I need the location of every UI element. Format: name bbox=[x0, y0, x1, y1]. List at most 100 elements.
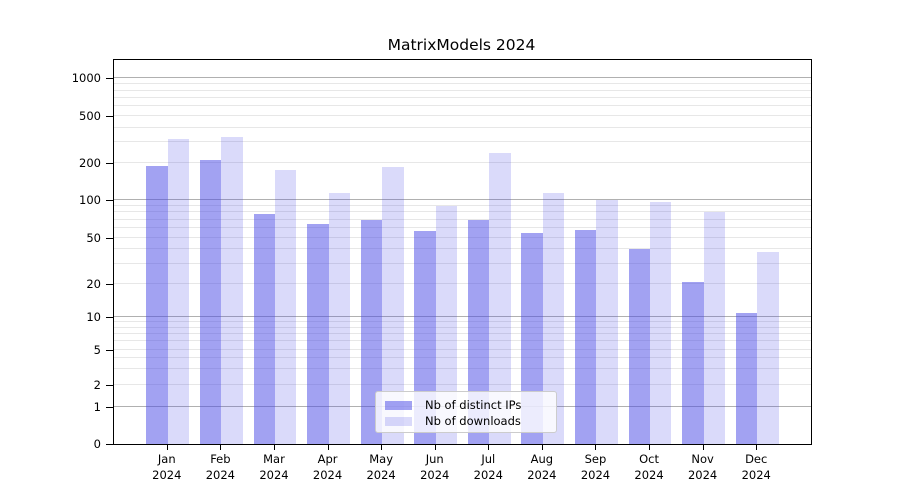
x-tick-year: 2024 bbox=[420, 467, 450, 482]
gridline-minor bbox=[114, 89, 811, 91]
y-tick-mark bbox=[106, 349, 113, 351]
y-tick-mark bbox=[106, 444, 113, 445]
y-tick-mark bbox=[106, 237, 113, 239]
x-tick-year: 2024 bbox=[366, 467, 396, 482]
gridline-minor bbox=[114, 348, 811, 350]
bar-downloads-oct bbox=[650, 201, 672, 444]
y-tick-mark bbox=[106, 406, 113, 408]
legend: Nb of distinct IPs Nb of downloads bbox=[375, 391, 557, 433]
y-tick-mark bbox=[106, 78, 113, 80]
y-tick-label: 500 bbox=[79, 109, 101, 124]
x-tick-month: Feb bbox=[210, 452, 231, 466]
x-tick-label: Sep 2024 bbox=[555, 452, 635, 483]
gridline-minor bbox=[114, 383, 811, 385]
gridline-minor bbox=[114, 204, 811, 206]
x-tick-year: 2024 bbox=[259, 467, 289, 482]
x-tick-mark bbox=[273, 445, 275, 450]
bar-distinct-ips-jan bbox=[146, 166, 168, 444]
bar-downloads-sep bbox=[596, 200, 618, 444]
legend-swatch-distinct-ips bbox=[385, 400, 412, 410]
bar-downloads-nov bbox=[703, 212, 726, 444]
x-tick-label: Jun 2024 bbox=[395, 452, 475, 483]
bar-downloads-apr bbox=[328, 192, 350, 444]
x-tick-month: Dec bbox=[745, 452, 768, 466]
x-tick-year: 2024 bbox=[634, 467, 664, 482]
y-tick-label: 20 bbox=[86, 277, 101, 292]
x-tick-month: Jul bbox=[481, 452, 496, 466]
gridline-minor bbox=[114, 262, 811, 264]
gridline-minor bbox=[114, 105, 811, 107]
x-tick-label: May 2024 bbox=[341, 452, 421, 483]
x-tick-mark bbox=[166, 445, 168, 450]
plot-area bbox=[113, 59, 812, 445]
legend-item-distinct-ips: Nb of distinct IPs bbox=[385, 397, 547, 413]
chart-title: MatrixModels 2024 bbox=[387, 36, 536, 54]
bar-distinct-ips-sep bbox=[575, 229, 597, 444]
gridline-minor bbox=[114, 83, 811, 85]
gridline-minor bbox=[114, 283, 811, 285]
x-tick-month: Aug bbox=[530, 452, 554, 466]
gridline-major bbox=[114, 199, 811, 201]
x-tick-month: Oct bbox=[639, 452, 659, 466]
y-tick-mark bbox=[106, 200, 113, 202]
x-tick-label: Apr 2024 bbox=[288, 452, 368, 483]
x-tick-label: Dec 2024 bbox=[716, 452, 796, 483]
gridline-minor bbox=[114, 368, 811, 370]
bar-downloads-dec bbox=[757, 251, 779, 444]
gridline-minor bbox=[114, 141, 811, 143]
y-tick-label: 0 bbox=[93, 437, 101, 451]
x-tick-mark bbox=[220, 445, 222, 450]
bar-distinct-ips-dec bbox=[735, 312, 758, 444]
gridline-major bbox=[114, 316, 811, 318]
bar-downloads-jan bbox=[167, 139, 190, 444]
gridline-minor bbox=[114, 162, 811, 164]
x-tick-month: Jun bbox=[425, 452, 444, 466]
y-tick-mark bbox=[106, 163, 113, 165]
bar-distinct-ips-mar bbox=[253, 213, 275, 444]
x-tick-mark bbox=[649, 445, 651, 450]
x-tick-year: 2024 bbox=[152, 467, 182, 482]
bar-distinct-ips-may bbox=[360, 219, 383, 444]
gridline-minor bbox=[114, 357, 811, 359]
gridline-minor bbox=[114, 333, 811, 335]
x-tick-month: Mar bbox=[263, 452, 285, 466]
y-tick-mark bbox=[106, 384, 113, 386]
gridline-minor bbox=[114, 226, 811, 228]
x-tick-year: 2024 bbox=[527, 467, 557, 482]
x-tick-label: Feb 2024 bbox=[180, 452, 260, 483]
bar-distinct-ips-apr bbox=[307, 223, 329, 444]
x-tick-month: May bbox=[369, 452, 394, 466]
legend-label-distinct-ips: Nb of distinct IPs bbox=[425, 398, 522, 412]
legend-swatch-downloads bbox=[385, 416, 412, 426]
x-tick-label: Mar 2024 bbox=[234, 452, 314, 483]
x-tick-mark bbox=[434, 445, 436, 450]
bar-downloads-may bbox=[382, 167, 404, 444]
gridline-minor bbox=[114, 340, 811, 342]
bar-distinct-ips-oct bbox=[628, 249, 651, 444]
gridline-minor bbox=[114, 248, 811, 250]
x-tick-year: 2024 bbox=[580, 467, 611, 482]
y-tick-label: 200 bbox=[79, 156, 101, 171]
legend-label-downloads: Nb of downloads bbox=[425, 414, 521, 428]
y-tick-label: 10 bbox=[86, 310, 101, 325]
x-tick-label: Jan 2024 bbox=[127, 452, 207, 483]
x-tick-month: Sep bbox=[584, 452, 607, 466]
bar-distinct-ips-nov bbox=[682, 281, 704, 444]
x-tick-year: 2024 bbox=[687, 467, 718, 482]
bar-downloads-jul bbox=[489, 152, 511, 444]
x-tick-month: Jan bbox=[157, 452, 176, 466]
x-tick-label: Jul 2024 bbox=[448, 452, 528, 483]
y-tick-mark bbox=[106, 317, 113, 319]
gridline-minor bbox=[114, 115, 811, 117]
bar-downloads-aug bbox=[542, 192, 565, 444]
y-tick-label: 2 bbox=[93, 377, 101, 392]
y-tick-label: 1 bbox=[93, 399, 101, 414]
legend-item-downloads: Nb of downloads bbox=[385, 413, 547, 429]
y-tick-label: 100 bbox=[79, 193, 101, 208]
gridline-minor bbox=[114, 326, 811, 328]
x-tick-mark bbox=[381, 445, 383, 450]
bar-distinct-ips-jul bbox=[467, 219, 490, 444]
bar-downloads-jun bbox=[435, 205, 458, 444]
gridline-minor bbox=[114, 321, 811, 323]
